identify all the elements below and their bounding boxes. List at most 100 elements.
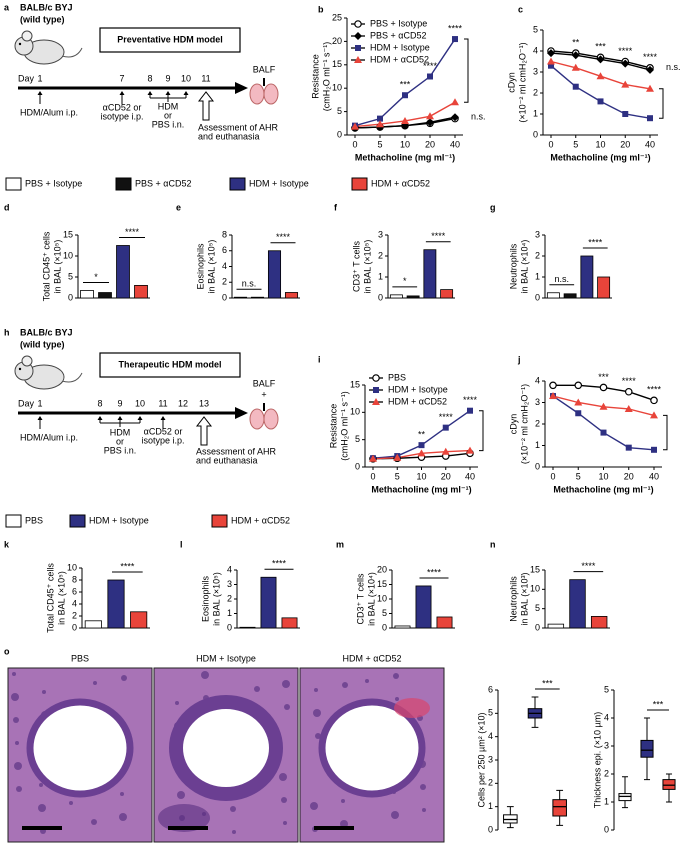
panel-letter: j (517, 354, 521, 364)
significance-bracket (659, 88, 664, 119)
bar (406, 295, 420, 299)
event-arrowhead (37, 416, 43, 420)
bar (597, 276, 611, 299)
significance: ** (418, 430, 426, 440)
marker (624, 387, 633, 396)
y-tick-label: 1 (604, 796, 609, 806)
bar (250, 296, 265, 299)
event-label: HDM/Alum i.p. (20, 432, 78, 442)
y-tick-label: 4 (72, 598, 77, 608)
marker (571, 51, 580, 60)
bar (440, 289, 454, 299)
day-number: 11 (158, 398, 167, 408)
cell-nucleus (15, 741, 19, 745)
y-tick-label: 5 (604, 684, 609, 694)
significance: **** (581, 561, 596, 571)
box-whisker (621, 776, 629, 809)
bar (590, 616, 608, 629)
legend-label: HDM + Isotype (370, 42, 430, 52)
day-number: 8 (147, 73, 152, 83)
y-tick-label: 0 (535, 461, 540, 471)
marker (377, 115, 383, 122)
panel-letter: b (318, 4, 324, 14)
event-arrowhead (37, 91, 43, 95)
day-number: 10 (181, 73, 191, 83)
event-label: PBS i.n. (104, 445, 137, 455)
marker (621, 80, 630, 88)
panel-letter: a (4, 2, 10, 12)
lung-left (249, 83, 265, 105)
lung-right (263, 83, 279, 105)
box-body (662, 779, 676, 790)
marker (599, 402, 608, 410)
x-tick-label: 40 (465, 471, 475, 481)
panel-letter: k (4, 539, 10, 549)
y-axis-label: CD3⁺ T cells (355, 573, 365, 624)
y-tick-label: 15 (63, 229, 73, 239)
cell-nucleus (365, 679, 369, 683)
marker (650, 396, 658, 405)
vessel (394, 698, 430, 718)
panel-letter: h (4, 327, 10, 337)
y-tick-label: 2 (535, 418, 540, 428)
box-body (640, 739, 654, 758)
significance: * (403, 276, 407, 286)
model-title: Therapeutic HDM model (118, 359, 221, 369)
cell-nucleus (422, 808, 426, 812)
mouse-ear (21, 30, 33, 42)
significance: **** (120, 561, 135, 571)
bar (116, 245, 130, 299)
cell-nucleus (177, 791, 185, 799)
significance: *** (598, 372, 609, 382)
day-number: 7 (119, 73, 124, 83)
marker (355, 45, 361, 51)
marker (402, 92, 408, 99)
y-tick-label: 3 (378, 229, 383, 239)
marker (646, 65, 654, 74)
y-tick-label: 0 (378, 292, 383, 302)
marker (574, 381, 583, 390)
legend-swatch (69, 514, 86, 528)
y-tick-label: 5 (68, 271, 73, 281)
y-axis-label: Total CD45⁺ cells (45, 563, 55, 633)
marker (574, 398, 583, 406)
y-tick-label: 4 (227, 564, 232, 574)
significance: **** (618, 46, 633, 56)
marker (549, 392, 557, 400)
y-tick-label: 1 (535, 271, 540, 281)
marker (351, 122, 359, 130)
event-arrowhead (117, 416, 123, 420)
y-tick-label: 0 (535, 622, 540, 632)
legend-swatch (351, 177, 368, 191)
y-tick-label: 5 (535, 603, 540, 613)
bar (546, 292, 560, 299)
y-tick-label: 4 (535, 375, 540, 385)
cell-nucleus (283, 821, 287, 825)
y-tick-label: 15 (332, 59, 342, 69)
y-tick-label: 20 (332, 36, 342, 46)
marker (441, 447, 450, 455)
bar (580, 255, 594, 299)
panel-letter: l (180, 539, 183, 549)
cell-nucleus (42, 690, 46, 694)
significance: *** (653, 699, 664, 709)
legend-label: HDM + Isotype (388, 384, 448, 394)
day-number: 11 (201, 73, 210, 83)
y-axis-label: in BAL (×10⁴) (366, 572, 376, 626)
marker (549, 381, 557, 390)
mouse-ear (21, 355, 33, 367)
marker (369, 454, 377, 462)
x-axis-label: Methacholine (mg ml⁻¹) (355, 152, 455, 162)
event-arrowhead (165, 91, 171, 95)
panel-letter: c (518, 4, 523, 14)
marker (451, 98, 459, 106)
cell-nucleus (11, 693, 19, 701)
marker (547, 57, 555, 65)
bar (284, 292, 299, 299)
day-number: 9 (117, 398, 122, 408)
event-label: and euthanasia (196, 455, 258, 465)
cell-nucleus (313, 709, 321, 717)
legend-label: HDM + Isotype (249, 178, 309, 188)
significance: *** (400, 80, 411, 90)
significance: n.s. (471, 112, 486, 122)
